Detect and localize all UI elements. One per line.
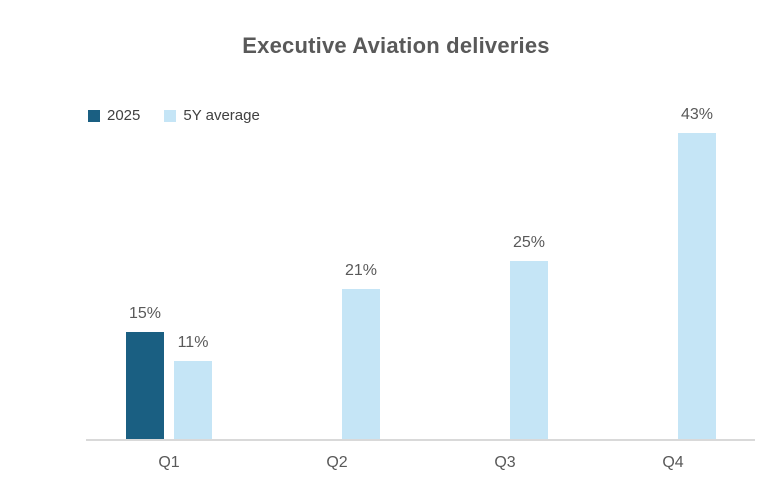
legend: 2025 5Y average — [88, 107, 260, 124]
bar-2025-q1 — [126, 332, 164, 439]
x-axis-label-q2: Q2 — [326, 454, 348, 471]
chart-title: Executive Aviation deliveries — [242, 33, 550, 58]
legend-swatch-icon — [164, 109, 177, 122]
legend-item-5y-average: 5Y average — [164, 107, 260, 124]
bar-5y-average-q3 — [510, 261, 548, 439]
legend-label: 5Y average — [183, 107, 260, 124]
bar-5y-average-q4 — [678, 133, 716, 439]
data-label-5y-average-q3: 25% — [512, 234, 546, 251]
legend-swatch-icon — [88, 109, 100, 122]
x-axis-label-q4: Q4 — [662, 454, 684, 471]
legend-item-2025: 2025 — [88, 107, 140, 124]
data-label-5y-average-q4: 43% — [680, 106, 714, 123]
bar-5y-average-q1 — [174, 361, 212, 439]
x-axis-line — [86, 439, 755, 441]
x-axis-label-q1: Q1 — [158, 454, 180, 471]
data-label-5y-average-q1: 11% — [177, 334, 209, 351]
bar-5y-average-q2 — [342, 289, 380, 439]
data-label-5y-average-q2: 21% — [344, 262, 378, 279]
legend-label: 2025 — [107, 107, 141, 124]
data-label-2025-q1: 15% — [128, 305, 162, 322]
x-axis-label-q3: Q3 — [494, 454, 516, 471]
